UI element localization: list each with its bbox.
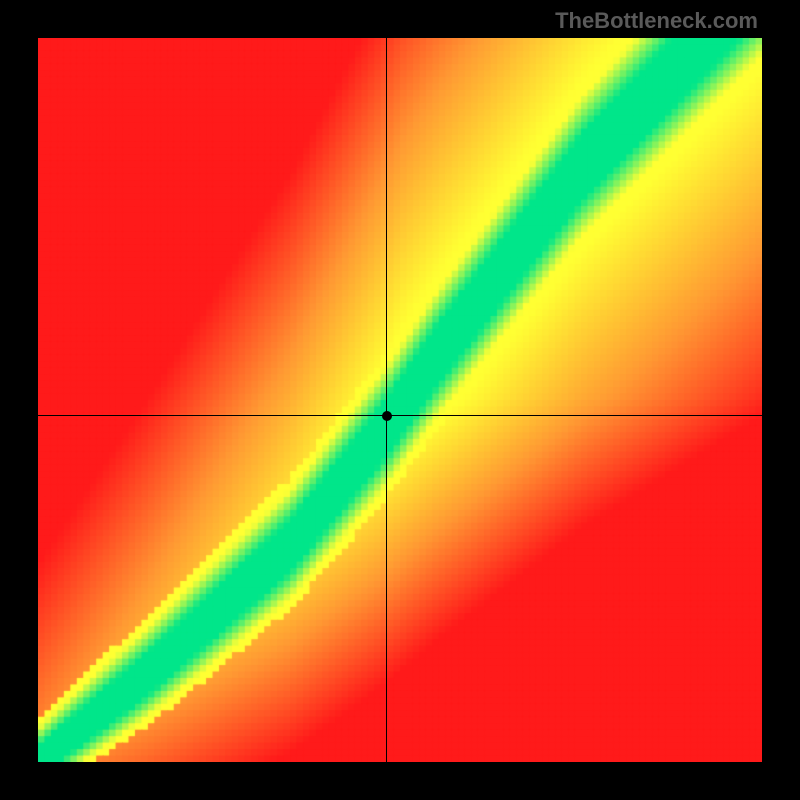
crosshair-marker	[382, 411, 392, 421]
watermark-text: TheBottleneck.com	[555, 8, 758, 34]
crosshair-horizontal	[38, 415, 762, 416]
crosshair-vertical	[386, 38, 387, 762]
heatmap-canvas	[38, 38, 762, 762]
heatmap-plot	[38, 38, 762, 762]
